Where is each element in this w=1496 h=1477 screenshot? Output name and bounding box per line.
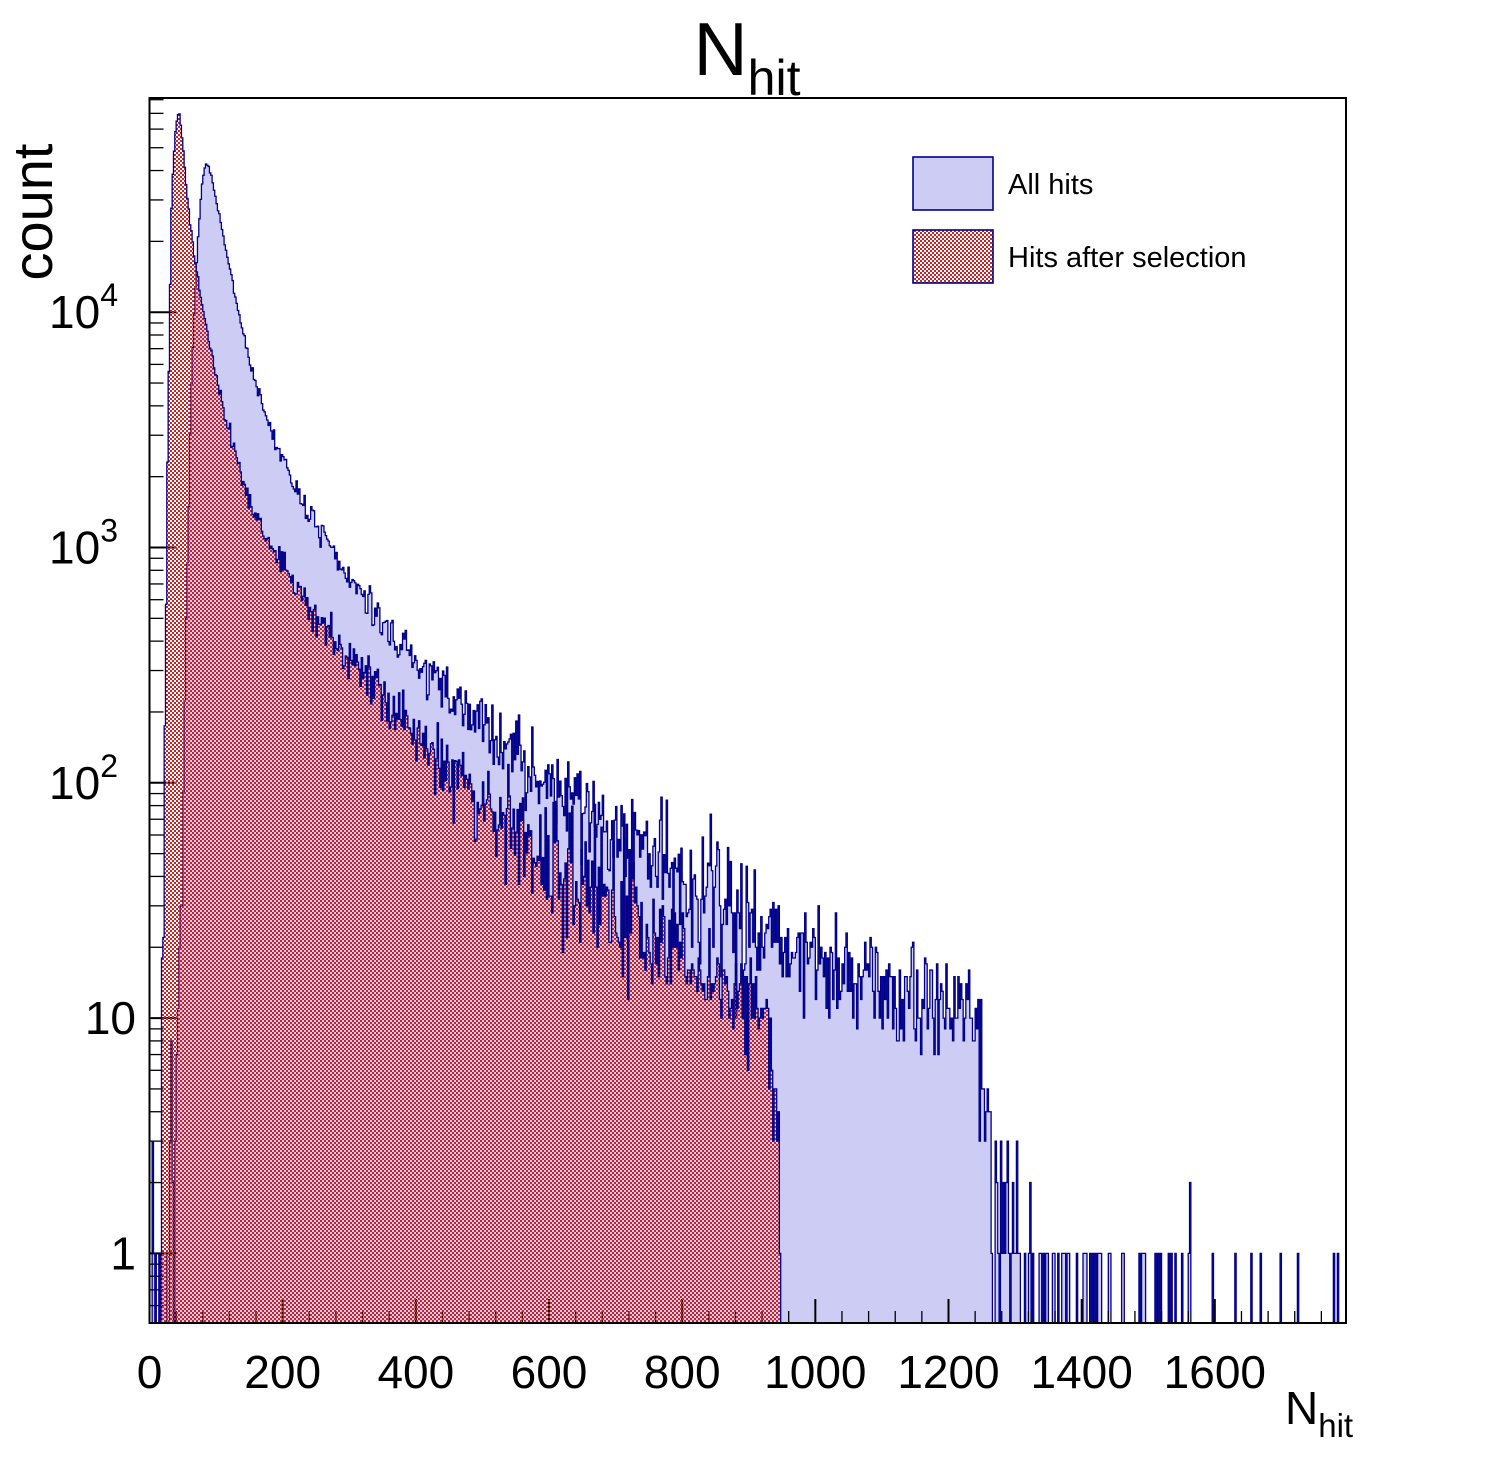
y-axis-title: count <box>1 143 64 280</box>
y-axis-tick-labels: 1 10 102 103 104 <box>49 277 136 1279</box>
legend-swatch-hits-after-selection <box>912 229 994 284</box>
x-tick-label: 400 <box>377 1346 454 1398</box>
x-tick-label: 800 <box>644 1346 721 1398</box>
x-axis-tick-labels: 0 200 400 600 800 1000 1200 1400 1600 <box>137 1346 1266 1398</box>
y-tick-label: 102 <box>49 748 118 809</box>
x-tick-label: 600 <box>511 1346 588 1398</box>
chart-title: Nhit <box>694 7 801 106</box>
legend-label-hits-after-selection: Hits after selection <box>1008 242 1247 274</box>
y-tick-label: 10 <box>85 992 136 1044</box>
legend-swatch-all-hits <box>912 156 994 211</box>
y-tick-label: 103 <box>49 513 118 574</box>
plot-frame <box>148 97 1347 1324</box>
legend: All hits Hits after selection <box>912 156 1247 284</box>
series-hits-after-selection <box>154 113 783 1324</box>
y-tick-label: 104 <box>49 277 118 338</box>
x-axis-title: Nhit <box>1285 1382 1353 1444</box>
x-tick-label: 1400 <box>1030 1346 1132 1398</box>
x-tick-label: 1200 <box>897 1346 999 1398</box>
x-tick-label: 200 <box>244 1346 321 1398</box>
hits-after-selection-histogram <box>154 113 783 1324</box>
x-tick-label: 1000 <box>764 1346 866 1398</box>
legend-label-all-hits: All hits <box>1008 169 1093 201</box>
x-tick-label: 0 <box>137 1346 163 1398</box>
x-tick-label: 1600 <box>1164 1346 1266 1398</box>
y-tick-label: 1 <box>110 1227 136 1279</box>
